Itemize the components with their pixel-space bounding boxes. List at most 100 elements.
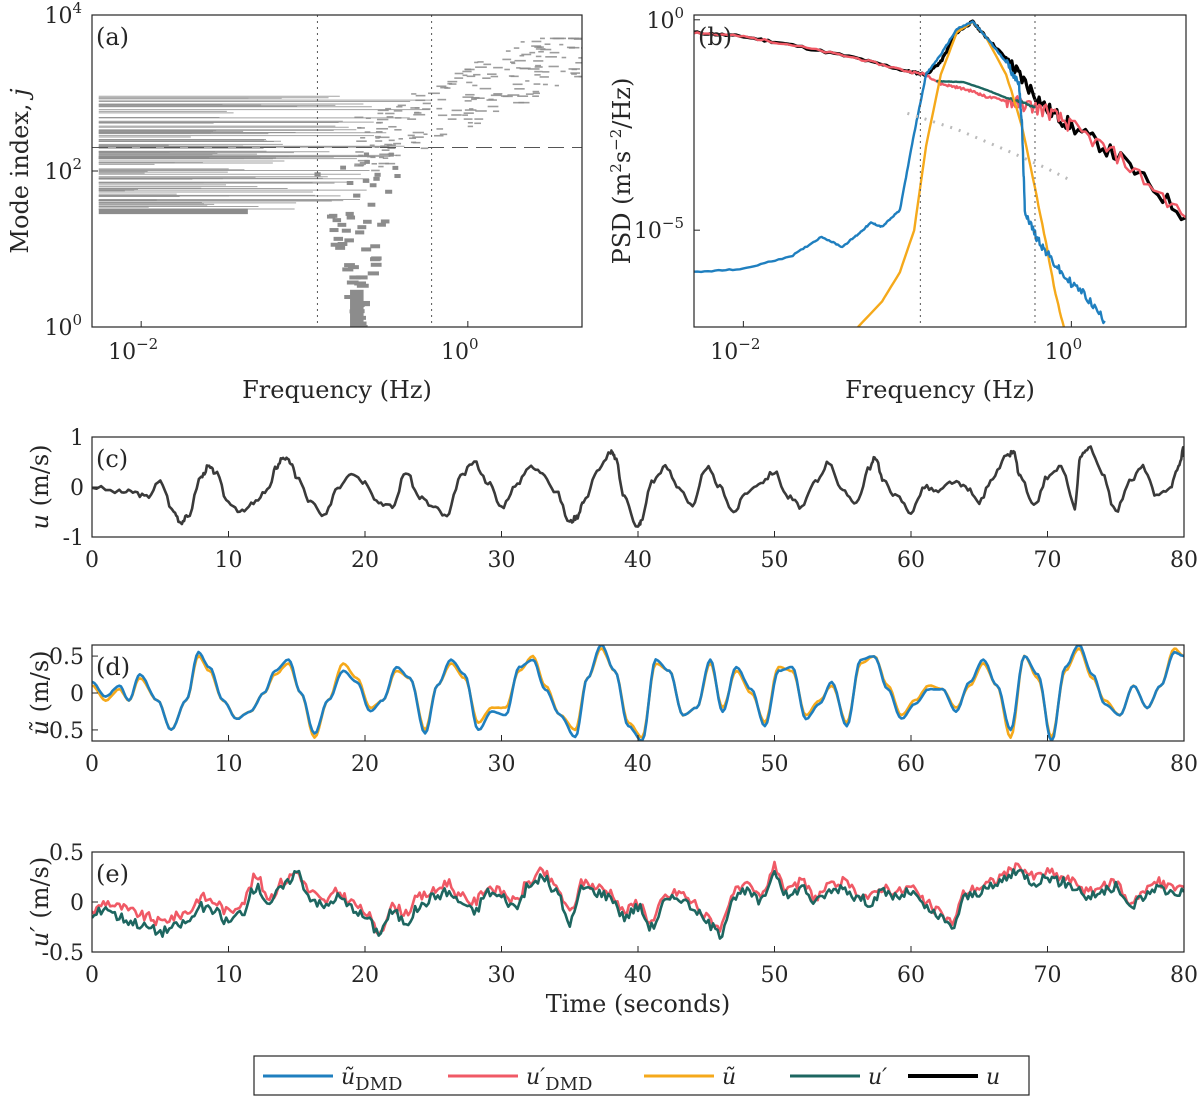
y-axis-label: PSD (m2s−2/Hz) bbox=[607, 78, 636, 265]
y-tick-label: 100 bbox=[646, 4, 684, 34]
x-tick-label: 0 bbox=[85, 548, 99, 573]
x-tick-label: 20 bbox=[351, 548, 379, 573]
mode-cluster-low bbox=[98, 208, 248, 215]
series-u-dmd-tilde bbox=[694, 20, 1106, 325]
plot-frame-b bbox=[693, 14, 1187, 328]
series-u-dmd-prime bbox=[694, 31, 1186, 219]
x-tick-label: 10 bbox=[215, 963, 243, 988]
mode-swell bbox=[367, 202, 376, 207]
plot-frame-d bbox=[91, 644, 1185, 742]
series-u-tilde bbox=[92, 647, 1184, 739]
y-tick-label: 0.5 bbox=[49, 645, 84, 670]
x-tick-label: 60 bbox=[897, 752, 925, 777]
panel-a: 10−2 100 100 102 104 (a) Frequency (Hz) Mode in… bbox=[6, 0, 583, 404]
y-tick-label: 0 bbox=[70, 891, 84, 916]
x-tick-label: 10 bbox=[215, 548, 243, 573]
mode-swell bbox=[364, 159, 370, 164]
mode-swell bbox=[346, 181, 354, 186]
x-tick-label: 10 bbox=[215, 752, 243, 777]
legend-item-u: u bbox=[908, 1065, 1000, 1090]
mode-swell bbox=[341, 228, 351, 233]
y-tick-label: 102 bbox=[44, 155, 82, 185]
x-tick-label: 50 bbox=[761, 963, 789, 988]
series-u-prime bbox=[92, 868, 1184, 940]
mode-swell bbox=[355, 230, 365, 235]
mode-swell bbox=[392, 165, 399, 170]
y-axis-label: Mode index, j bbox=[6, 88, 34, 254]
x-tick-label: 40 bbox=[624, 752, 652, 777]
panel-e: 0 10 20 30 40 50 60 70 80-0.500.5(e)Time (second… bbox=[26, 841, 1198, 1018]
panel-label: (c) bbox=[96, 445, 128, 473]
x-tick-label: 10−2 bbox=[710, 335, 760, 365]
y-tick-label: 0.5 bbox=[49, 841, 84, 866]
mode-swell bbox=[330, 242, 341, 247]
legend-item-u-tilde: ũ bbox=[644, 1065, 736, 1090]
x-tick-label: 20 bbox=[351, 752, 379, 777]
mode-swell bbox=[337, 222, 347, 227]
mode-swell bbox=[326, 214, 336, 219]
x-tick-label: 0 bbox=[85, 752, 99, 777]
y-tick-label: 0 bbox=[70, 476, 84, 501]
panel-label: (a) bbox=[96, 23, 129, 51]
mode-swell bbox=[356, 283, 369, 288]
x-tick-label: 70 bbox=[1034, 963, 1062, 988]
mode-swell bbox=[373, 176, 380, 181]
y-tick-label: -0.5 bbox=[42, 719, 84, 744]
mode-swell bbox=[357, 225, 367, 230]
mode-swell bbox=[314, 172, 321, 177]
x-tick-label: 100 bbox=[441, 335, 479, 365]
mode-swell bbox=[346, 215, 356, 220]
x-tick-label: 70 bbox=[1034, 548, 1062, 573]
legend-label: ũ bbox=[722, 1065, 736, 1090]
mode-swell bbox=[377, 222, 386, 227]
panel-c: 0 10 20 30 40 50 60 70 80-101(c)u (m/s) bbox=[26, 426, 1198, 573]
mode-swell bbox=[380, 219, 390, 224]
x-tick-label: 100 bbox=[1045, 335, 1083, 365]
y-tick-label: 100 bbox=[44, 311, 82, 341]
y-tick-label: 10−5 bbox=[634, 214, 684, 244]
x-tick-label: 30 bbox=[488, 548, 516, 573]
plot-area-e bbox=[92, 860, 1184, 940]
legend-label: u′ bbox=[868, 1065, 887, 1090]
mode-swell bbox=[394, 174, 401, 179]
y-axis-label: u′ (m/s) bbox=[26, 857, 54, 947]
x-tick-label: 80 bbox=[1170, 752, 1198, 777]
mode-swell bbox=[335, 245, 346, 250]
plot-area-b bbox=[694, 15, 1186, 327]
plot-area-a bbox=[92, 15, 582, 327]
plot-area-c bbox=[92, 445, 1184, 528]
x-tick-label: 10−2 bbox=[108, 335, 158, 365]
x-tick-label: 40 bbox=[624, 548, 652, 573]
mode-swell bbox=[349, 275, 361, 280]
series-u bbox=[694, 19, 1186, 222]
mode-swell bbox=[329, 228, 339, 233]
mode-swell bbox=[374, 172, 381, 177]
mode-swell bbox=[363, 219, 372, 224]
x-tick-label: 70 bbox=[1034, 752, 1062, 777]
x-tick-label: 0 bbox=[85, 963, 99, 988]
legend-box bbox=[253, 1055, 1030, 1096]
series-u-dmd-tilde bbox=[92, 645, 1184, 741]
mode-swell bbox=[362, 178, 370, 183]
x-tick-label: 40 bbox=[624, 963, 652, 988]
x-tick-label: 80 bbox=[1170, 963, 1198, 988]
legend-label: u′DMD bbox=[526, 1065, 592, 1095]
y-tick-label: -0.5 bbox=[42, 941, 84, 966]
x-tick-label: 30 bbox=[488, 963, 516, 988]
y-tick-label: 1 bbox=[70, 426, 84, 451]
x-tick-label: 60 bbox=[897, 548, 925, 573]
mode-swell bbox=[344, 263, 355, 268]
mode-swell bbox=[356, 275, 368, 280]
series-signal-c bbox=[92, 445, 1184, 528]
panel-label: (e) bbox=[96, 860, 129, 888]
mode-swell bbox=[337, 241, 348, 246]
panel-label: (b) bbox=[698, 23, 732, 51]
mode-swell bbox=[370, 244, 381, 249]
legend-item-u-prime: u′ bbox=[790, 1065, 887, 1090]
mode-swell bbox=[361, 247, 372, 252]
legend: ũDMD u′DMD ũ u′ u bbox=[253, 1055, 1030, 1096]
panel-b: 10−2 100 10−5 100 (b) Frequency (Hz) PSD (m2s−… bbox=[607, 4, 1187, 404]
legend-label: u bbox=[986, 1065, 1000, 1090]
mode-swell bbox=[344, 238, 354, 243]
